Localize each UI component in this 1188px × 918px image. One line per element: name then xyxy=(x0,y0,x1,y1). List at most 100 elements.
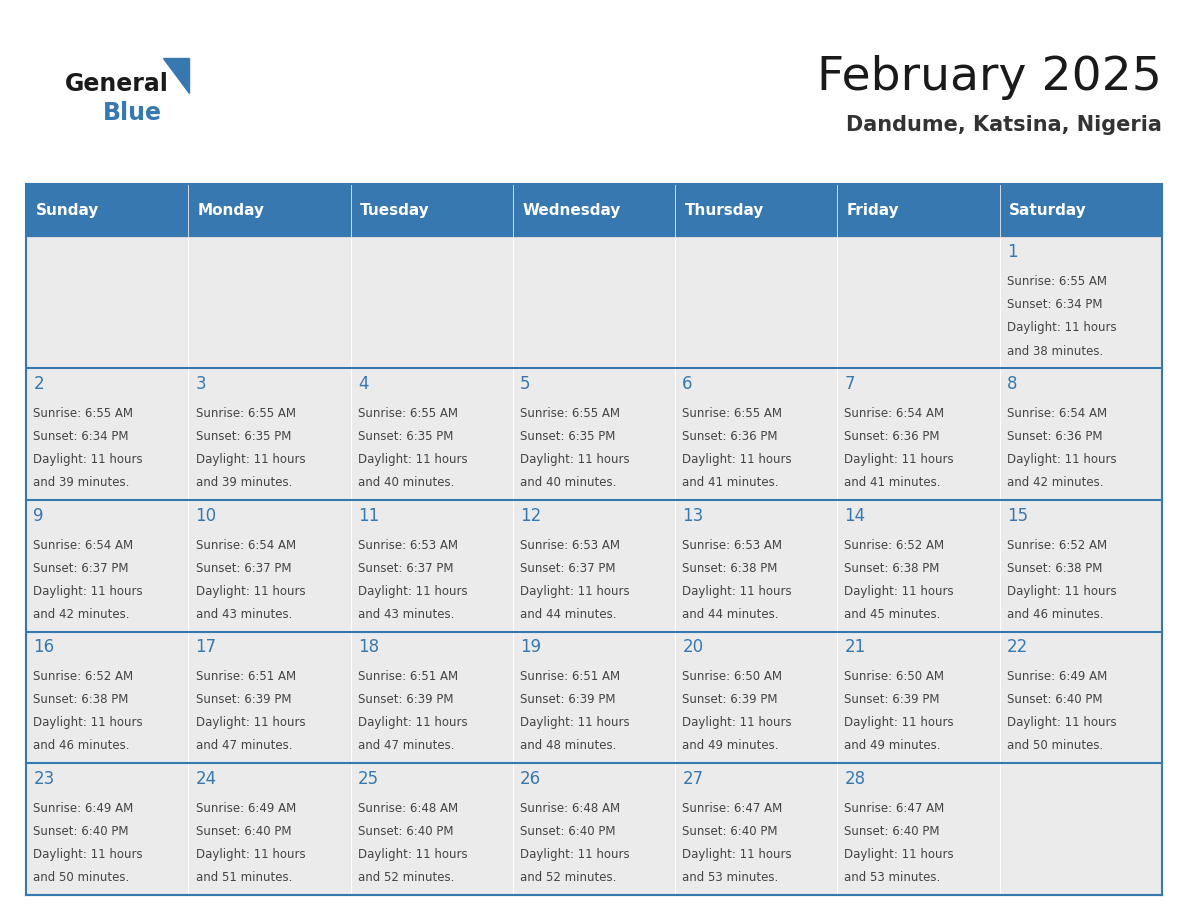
Text: 22: 22 xyxy=(1006,638,1028,656)
Text: Sunrise: 6:54 AM: Sunrise: 6:54 AM xyxy=(1006,407,1107,420)
Text: Sunset: 6:38 PM: Sunset: 6:38 PM xyxy=(845,562,940,575)
Text: Sunrise: 6:49 AM: Sunrise: 6:49 AM xyxy=(33,802,133,815)
FancyBboxPatch shape xyxy=(838,632,999,764)
Text: Daylight: 11 hours: Daylight: 11 hours xyxy=(196,716,305,730)
Text: Wednesday: Wednesday xyxy=(523,203,621,218)
Text: Sunset: 6:36 PM: Sunset: 6:36 PM xyxy=(682,430,778,443)
Text: 18: 18 xyxy=(358,638,379,656)
Text: and 44 minutes.: and 44 minutes. xyxy=(520,608,617,621)
FancyBboxPatch shape xyxy=(675,764,838,895)
Text: 13: 13 xyxy=(682,507,703,524)
Text: Daylight: 11 hours: Daylight: 11 hours xyxy=(845,716,954,730)
FancyBboxPatch shape xyxy=(999,632,1162,764)
Text: Sunset: 6:40 PM: Sunset: 6:40 PM xyxy=(33,825,128,838)
Text: Blue: Blue xyxy=(103,101,163,125)
Text: Daylight: 11 hours: Daylight: 11 hours xyxy=(358,716,467,730)
Text: Sunset: 6:34 PM: Sunset: 6:34 PM xyxy=(1006,298,1102,311)
Text: 11: 11 xyxy=(358,507,379,524)
FancyBboxPatch shape xyxy=(999,764,1162,895)
Text: Daylight: 11 hours: Daylight: 11 hours xyxy=(682,453,792,466)
Text: Sunset: 6:40 PM: Sunset: 6:40 PM xyxy=(358,825,454,838)
Text: Sunset: 6:40 PM: Sunset: 6:40 PM xyxy=(1006,693,1102,706)
Text: Daylight: 11 hours: Daylight: 11 hours xyxy=(196,453,305,466)
Text: 3: 3 xyxy=(196,375,207,393)
Text: Sunset: 6:36 PM: Sunset: 6:36 PM xyxy=(845,430,940,443)
Text: Sunset: 6:37 PM: Sunset: 6:37 PM xyxy=(196,562,291,575)
Text: and 44 minutes.: and 44 minutes. xyxy=(682,608,779,621)
Text: Sunrise: 6:48 AM: Sunrise: 6:48 AM xyxy=(520,802,620,815)
Text: 28: 28 xyxy=(845,770,866,788)
Text: and 45 minutes.: and 45 minutes. xyxy=(845,608,941,621)
FancyBboxPatch shape xyxy=(189,184,350,237)
FancyBboxPatch shape xyxy=(999,184,1162,237)
Text: and 46 minutes.: and 46 minutes. xyxy=(1006,608,1104,621)
Text: Sunrise: 6:55 AM: Sunrise: 6:55 AM xyxy=(1006,275,1107,288)
Text: Sunset: 6:35 PM: Sunset: 6:35 PM xyxy=(520,430,615,443)
Text: Sunset: 6:35 PM: Sunset: 6:35 PM xyxy=(196,430,291,443)
Text: Daylight: 11 hours: Daylight: 11 hours xyxy=(358,585,467,598)
Text: 16: 16 xyxy=(33,638,55,656)
FancyBboxPatch shape xyxy=(350,764,513,895)
Text: Sunset: 6:38 PM: Sunset: 6:38 PM xyxy=(682,562,778,575)
Text: 14: 14 xyxy=(845,507,866,524)
FancyBboxPatch shape xyxy=(350,368,513,500)
Text: and 50 minutes.: and 50 minutes. xyxy=(33,871,129,884)
Text: Sunrise: 6:50 AM: Sunrise: 6:50 AM xyxy=(845,670,944,683)
Text: 25: 25 xyxy=(358,770,379,788)
Text: 1: 1 xyxy=(1006,243,1017,262)
FancyBboxPatch shape xyxy=(189,764,350,895)
Text: Sunrise: 6:50 AM: Sunrise: 6:50 AM xyxy=(682,670,782,683)
FancyBboxPatch shape xyxy=(675,237,838,368)
Text: and 41 minutes.: and 41 minutes. xyxy=(845,476,941,489)
Text: 4: 4 xyxy=(358,375,368,393)
FancyBboxPatch shape xyxy=(999,500,1162,632)
Text: 12: 12 xyxy=(520,507,542,524)
Text: Daylight: 11 hours: Daylight: 11 hours xyxy=(520,585,630,598)
Text: 2: 2 xyxy=(33,375,44,393)
FancyBboxPatch shape xyxy=(675,500,838,632)
FancyBboxPatch shape xyxy=(189,237,350,368)
Text: General: General xyxy=(65,73,169,96)
FancyBboxPatch shape xyxy=(999,368,1162,500)
Text: and 40 minutes.: and 40 minutes. xyxy=(520,476,617,489)
Text: Sunrise: 6:47 AM: Sunrise: 6:47 AM xyxy=(682,802,783,815)
Text: and 49 minutes.: and 49 minutes. xyxy=(845,739,941,753)
FancyBboxPatch shape xyxy=(189,632,350,764)
Text: Sunset: 6:37 PM: Sunset: 6:37 PM xyxy=(33,562,128,575)
Text: and 38 minutes.: and 38 minutes. xyxy=(1006,344,1102,357)
Text: 7: 7 xyxy=(845,375,855,393)
FancyBboxPatch shape xyxy=(513,500,675,632)
Text: Sunrise: 6:52 AM: Sunrise: 6:52 AM xyxy=(33,670,133,683)
Text: Daylight: 11 hours: Daylight: 11 hours xyxy=(33,716,143,730)
FancyBboxPatch shape xyxy=(675,632,838,764)
Text: Sunrise: 6:49 AM: Sunrise: 6:49 AM xyxy=(196,802,296,815)
Text: Sunrise: 6:49 AM: Sunrise: 6:49 AM xyxy=(1006,670,1107,683)
Text: 24: 24 xyxy=(196,770,216,788)
FancyBboxPatch shape xyxy=(26,632,189,764)
Text: Sunset: 6:35 PM: Sunset: 6:35 PM xyxy=(358,430,453,443)
Text: and 39 minutes.: and 39 minutes. xyxy=(33,476,129,489)
Text: and 47 minutes.: and 47 minutes. xyxy=(196,739,292,753)
Text: 17: 17 xyxy=(196,638,216,656)
FancyBboxPatch shape xyxy=(350,184,513,237)
Text: Daylight: 11 hours: Daylight: 11 hours xyxy=(845,453,954,466)
Text: Sunset: 6:40 PM: Sunset: 6:40 PM xyxy=(845,825,940,838)
FancyBboxPatch shape xyxy=(838,184,999,237)
Text: Sunset: 6:40 PM: Sunset: 6:40 PM xyxy=(520,825,615,838)
Text: Sunset: 6:39 PM: Sunset: 6:39 PM xyxy=(682,693,778,706)
FancyBboxPatch shape xyxy=(675,184,838,237)
FancyBboxPatch shape xyxy=(26,368,189,500)
Text: Daylight: 11 hours: Daylight: 11 hours xyxy=(33,453,143,466)
Text: Sunset: 6:40 PM: Sunset: 6:40 PM xyxy=(196,825,291,838)
Text: Sunset: 6:39 PM: Sunset: 6:39 PM xyxy=(520,693,615,706)
Text: Daylight: 11 hours: Daylight: 11 hours xyxy=(196,848,305,861)
Text: Sunset: 6:40 PM: Sunset: 6:40 PM xyxy=(682,825,778,838)
Text: and 46 minutes.: and 46 minutes. xyxy=(33,739,129,753)
Text: 8: 8 xyxy=(1006,375,1017,393)
Polygon shape xyxy=(163,58,189,93)
Text: 5: 5 xyxy=(520,375,531,393)
Text: Daylight: 11 hours: Daylight: 11 hours xyxy=(682,585,792,598)
FancyBboxPatch shape xyxy=(513,764,675,895)
Text: Daylight: 11 hours: Daylight: 11 hours xyxy=(33,585,143,598)
FancyBboxPatch shape xyxy=(26,184,189,237)
